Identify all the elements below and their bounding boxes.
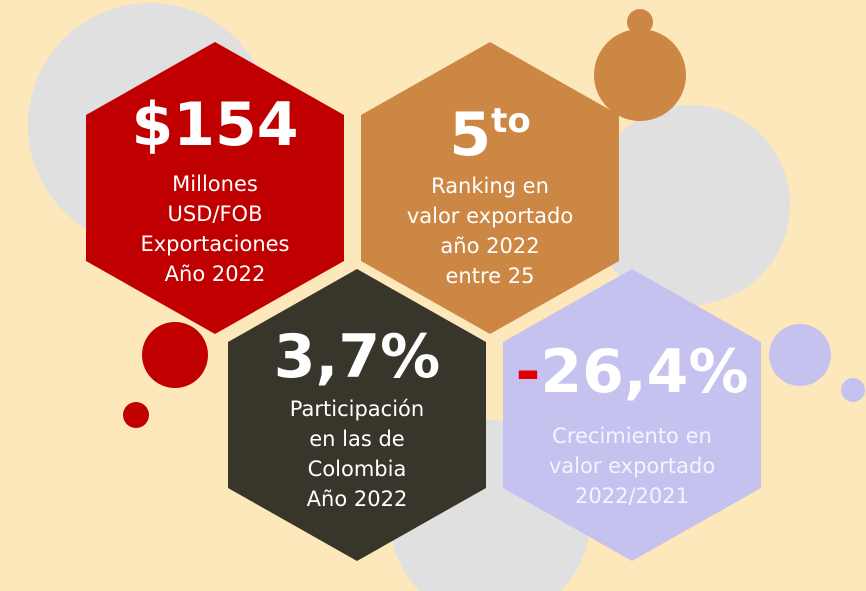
hexagon-line: en las de: [309, 427, 404, 451]
hexagon-line: Exportaciones: [140, 232, 289, 256]
hexagon-line: valor exportado: [549, 454, 715, 478]
deco-circle: [627, 9, 653, 35]
hexagon-line: Año 2022: [165, 262, 266, 286]
headline: $154: [132, 90, 299, 160]
headline: 3,7%: [274, 322, 440, 392]
hexagon-line: año 2022: [440, 234, 539, 258]
headline-value: $154: [132, 90, 299, 160]
deco-circle: [142, 322, 208, 388]
hexagon: [361, 42, 619, 334]
headline-value: 3,7%: [274, 322, 440, 392]
hexagon-line: 2022/2021: [575, 484, 689, 508]
hexagon: [228, 269, 486, 561]
headline-sup: to: [491, 101, 531, 141]
deco-circle: [123, 402, 149, 428]
hexagon-line: USD/FOB: [168, 202, 263, 226]
hexagon: [86, 42, 344, 334]
hexagon-line: valor exportado: [407, 204, 573, 228]
deco-circle: [769, 324, 831, 386]
deco-circle: [590, 105, 790, 305]
hexagon-line: Crecimiento en: [552, 424, 712, 448]
headline-sign: -: [515, 337, 540, 407]
headline: 5to: [449, 100, 530, 170]
deco-circle: [594, 29, 686, 121]
hexagon-line: Millones: [172, 172, 258, 196]
headline-value: 26,4%: [540, 337, 748, 407]
hexagon-line: Año 2022: [307, 487, 408, 511]
hexagon-line: Colombia: [308, 457, 407, 481]
headline-value: 5: [449, 100, 491, 170]
deco-circle: [841, 378, 865, 402]
hexagon-line: Ranking en: [431, 174, 549, 198]
hexagon-line: entre 25: [446, 264, 535, 288]
headline: -26,4%: [515, 337, 748, 407]
hexagon-line: Participación: [290, 397, 424, 421]
hexagon: [503, 269, 761, 561]
